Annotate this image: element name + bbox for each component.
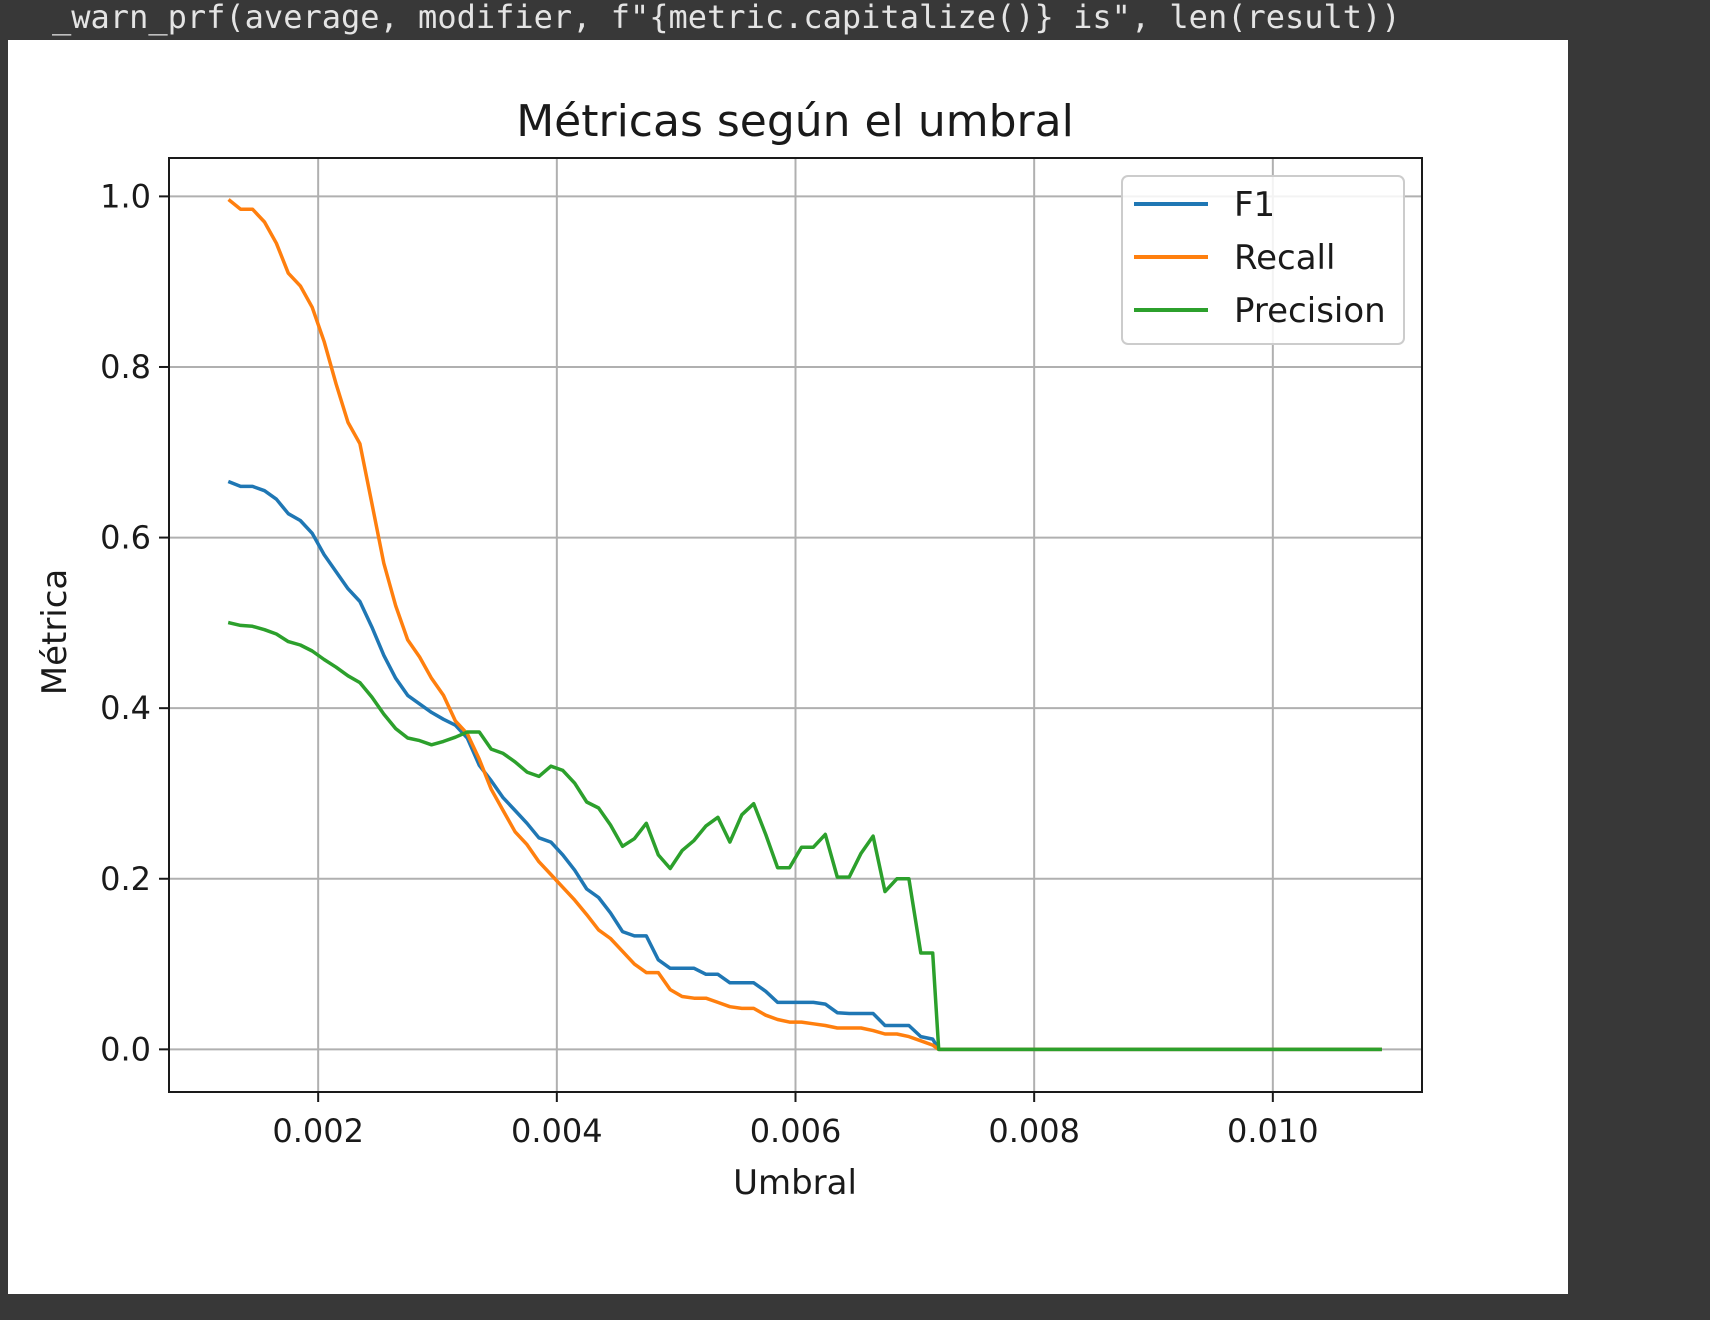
series-line-f1: [227, 479, 1382, 1052]
y-tick-label: 1.0: [100, 177, 151, 215]
y-tick-label: 0.6: [100, 519, 151, 557]
y-tick-label: 0.4: [100, 689, 151, 727]
line-chart: Métricas según el umbral 0.002 0.004 0.006…: [35, 96, 1423, 1203]
console-warning-text: _warn_prf(average, modifier, f"{metric.c…: [52, 0, 1401, 36]
y-axis-label: Métrica: [35, 569, 75, 696]
y-tick-label: 0.2: [100, 860, 151, 898]
x-tick-label: 0.006: [750, 1112, 842, 1150]
y-tick-label: 0.8: [100, 348, 151, 386]
series-line-precision: [227, 620, 1382, 1052]
legend-box: [1121, 175, 1405, 345]
legend-label-f1: F1: [1234, 185, 1275, 225]
series-line-recall: [227, 198, 1382, 1052]
x-axis-label: Umbral: [733, 1163, 857, 1203]
legend-label-recall: Recall: [1234, 238, 1335, 278]
grid-lines: [169, 158, 1422, 1092]
chart-figure: Métricas según el umbral 0.002 0.004 0.006…: [8, 40, 1568, 1294]
x-tick-label: 0.010: [1227, 1112, 1319, 1150]
axis-ticks: 0.002 0.004 0.006 0.008 0.010 0.0 0.2 0.4 0.6 0.8…: [100, 177, 1319, 1150]
x-tick-label: 0.002: [272, 1112, 364, 1150]
x-tick-label: 0.008: [988, 1112, 1080, 1150]
chart-legend: F1 Recall Precision: [1121, 175, 1405, 345]
y-tick-label: 0.0: [100, 1030, 151, 1068]
chart-title: Métricas según el umbral: [516, 96, 1074, 147]
legend-label-precision: Precision: [1234, 291, 1386, 331]
x-tick-label: 0.004: [511, 1112, 603, 1150]
series-lines: [227, 198, 1382, 1052]
